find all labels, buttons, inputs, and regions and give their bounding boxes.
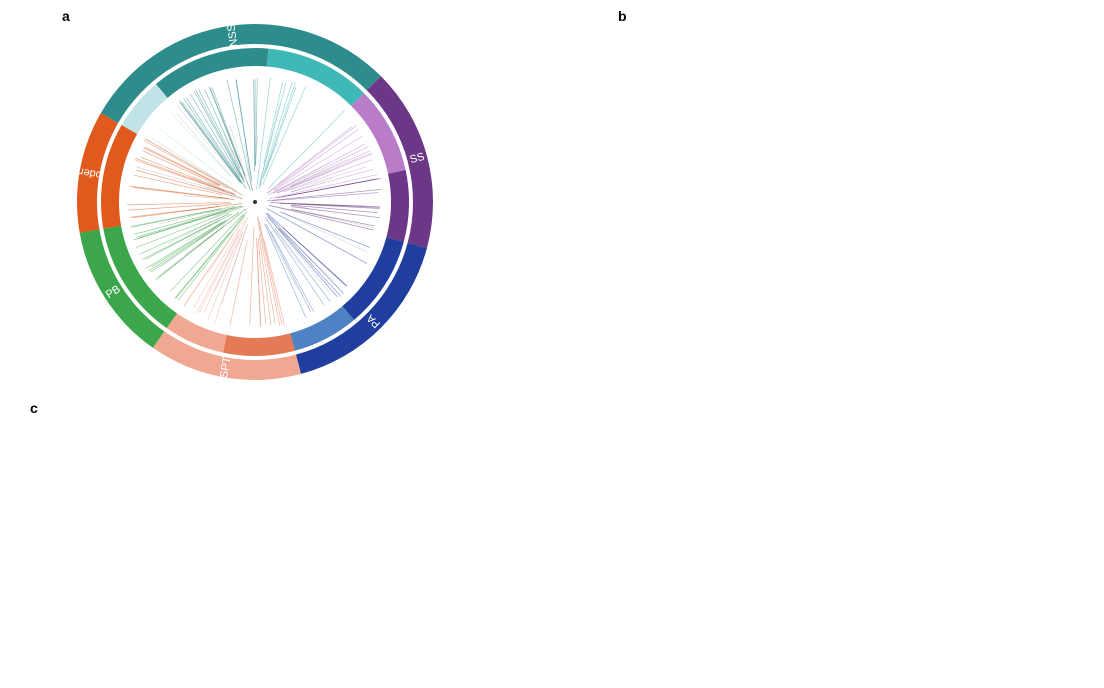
panel-c-label: c: [30, 400, 38, 416]
admixture-panel: [50, 415, 1060, 675]
inner-ring-BSSS: [386, 170, 409, 242]
circular-tree-panel: SSPASPTPBIodentNSS: [60, 12, 450, 382]
pca-scatter-panel: [612, 16, 1042, 386]
inner-ring-SPT2: [223, 333, 295, 356]
